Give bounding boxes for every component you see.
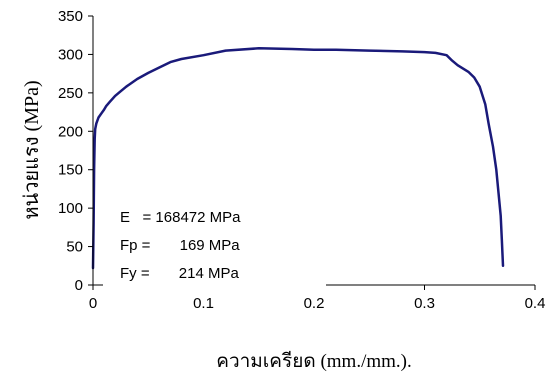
- plot-area: [91, 47, 505, 270]
- annotation-e: E = 168472 MPa: [120, 209, 241, 226]
- x-axis-title: ความเครียด (mm./mm.).: [216, 350, 412, 372]
- y-tick-label: 350: [58, 8, 83, 25]
- y-tick-label: 0: [75, 277, 83, 294]
- y-tick-label: 100: [58, 200, 83, 217]
- y-tick-label: 150: [58, 162, 83, 179]
- stress-strain-line: [91, 47, 505, 270]
- x-tick-label: 0.4: [525, 295, 546, 312]
- annotation-box: [103, 198, 326, 290]
- annotation-fy: Fy = 214 MPa: [120, 265, 239, 282]
- x-tick-label: 0.3: [414, 295, 435, 312]
- y-tick-label: 250: [58, 85, 83, 102]
- y-axis-ticks: 0 50 100 150 200 250 300 350: [58, 8, 93, 294]
- x-tick-label: 0.2: [304, 295, 325, 312]
- x-tick-label: 0.1: [193, 295, 214, 312]
- annotation-fp: Fp = 169 MPa: [120, 237, 240, 254]
- y-tick-label: 200: [58, 123, 83, 140]
- y-axis-title: หน่วยแรง (MPa): [21, 80, 43, 219]
- x-axis-ticks: 0 0.1 0.2 0.3 0.4: [89, 285, 546, 312]
- y-tick-label: 50: [66, 239, 83, 256]
- x-tick-label: 0: [89, 295, 97, 312]
- y-tick-label: 300: [58, 46, 83, 63]
